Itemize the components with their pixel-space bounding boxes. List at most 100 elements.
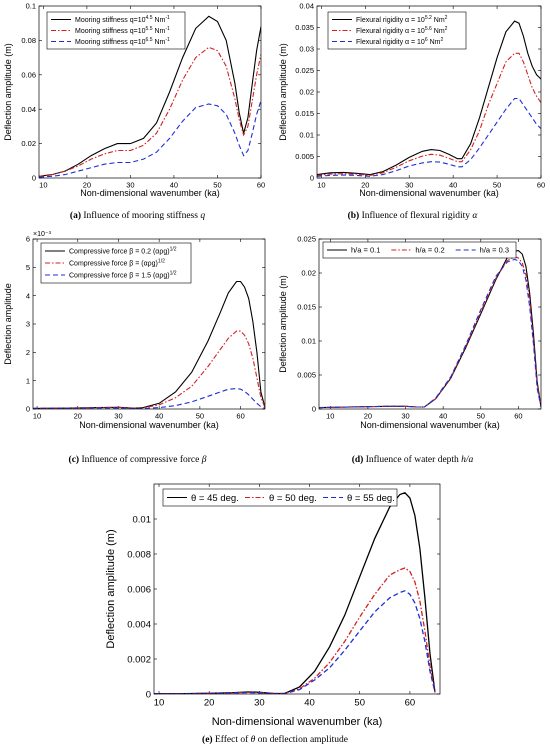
legend-label-1: Compressive force β = 0.2 (αρg)1/2 — [69, 247, 177, 256]
x-tick-label: 10 — [39, 181, 47, 190]
legend-superscript: 2 — [445, 26, 448, 32]
y-axis-label: Deflection amplitude — [3, 283, 13, 365]
chart-svg-c: 10 20 30 40 50 60 0 1 2 3 4 5 6×10⁻³ Non-dimensional … — [3, 231, 266, 430]
x-tick-label: 40 — [449, 181, 457, 190]
y-tick-label: 0 — [312, 405, 316, 414]
legend-text: Nm — [428, 39, 441, 46]
legend-superscript: 6.5 — [146, 37, 153, 43]
y-tick-label: 0 — [146, 689, 151, 700]
x-tick-label: 40 — [439, 412, 447, 421]
series-line-1 — [317, 20, 541, 176]
legend-box — [162, 488, 398, 507]
y-tick-label: 0 — [310, 174, 314, 183]
y-tick-label: 0.015 — [297, 303, 316, 312]
x-tick-label: 10 — [33, 412, 41, 421]
series-line-2 — [317, 52, 541, 176]
legend-superscript: 4.5 — [146, 15, 153, 21]
plot-frame — [316, 5, 542, 179]
chart-svg-d: 10 20 30 40 50 60 0 0.005 0.01 0.015 0.02 0.025 Non-… — [278, 235, 542, 430]
y-tick-label: 0.02 — [299, 88, 314, 97]
series-line-2 — [33, 330, 265, 409]
legend-box — [322, 241, 517, 259]
legend-text: Nm — [432, 17, 445, 24]
y-tick-label: 0.002 — [127, 654, 151, 665]
series-line-2 — [154, 567, 436, 694]
series-line-2 — [39, 46, 261, 177]
caption-d-text: Influence of water depth — [365, 455, 459, 465]
y-tick-label: 0 — [32, 174, 36, 183]
y-tick-label: 4 — [26, 291, 30, 300]
caption-b-symbol: α — [472, 211, 478, 221]
x-tick-label: 30 — [254, 698, 265, 709]
legend-superscript: -1 — [165, 26, 170, 32]
y-tick-label: 0.02 — [21, 139, 36, 148]
legend-text: Mooring stiffness q=10 — [75, 28, 146, 35]
y-tick-label: 0.004 — [127, 619, 151, 630]
x-tick-label: 20 — [364, 412, 372, 421]
chart-panel-c: 10 20 30 40 50 60 0 1 2 3 4 5 6 ×10⁻³ Non-dimensional … — [0, 228, 275, 473]
caption-a-symbol: q — [200, 211, 206, 221]
caption-c-symbol: β — [201, 455, 207, 465]
legend-box — [40, 242, 192, 284]
caption-b: (b) Influence of flexural rigidity α — [275, 211, 550, 221]
legend-superscript: 1/2 — [170, 271, 177, 277]
caption-c-label: (c) — [68, 455, 80, 465]
legend-text: Nm — [432, 28, 445, 35]
y-tick-label: 0.01 — [301, 337, 316, 346]
legend-text: θ = 55 deg. — [347, 493, 395, 504]
y-tick-label: 0.03 — [299, 45, 314, 54]
legend-label-3: Mooring stiffness q=106.5 Nm-1 — [75, 37, 170, 46]
chart-panel-a: 10 20 30 40 50 60 0 0.02 0.04 0.06 0.08 0.1 Non-dime… — [0, 0, 275, 228]
legend-label-3: θ = 55 deg. — [347, 493, 395, 504]
caption-e: (e) Effect of θ on deflection amplitude — [0, 735, 550, 745]
y-tick-label: 3 — [26, 320, 30, 329]
legend-text: θ = 45 deg. — [191, 493, 239, 504]
x-tick-label: 40 — [170, 181, 178, 190]
series-line-1 — [33, 280, 265, 409]
x-tick-label: 30 — [114, 412, 122, 421]
x-tick-label: 60 — [537, 181, 545, 190]
legend-label-3: h/a = 0.3 — [480, 246, 509, 255]
legend-text: h/a = 0.2 — [415, 246, 444, 255]
x-tick-label: 20 — [204, 698, 215, 709]
legend-text: Flexural rigidity α = 10 — [356, 39, 425, 46]
y-tick-label: 0.006 — [127, 584, 151, 595]
legend-superscript: 5.6 — [425, 26, 432, 32]
x-tick-label: 10 — [154, 698, 165, 709]
series-line-1 — [319, 250, 541, 409]
legend-label-1: θ = 45 deg. — [191, 493, 239, 504]
x-tick-label: 40 — [304, 698, 315, 709]
y-tick-label: 0.1 — [26, 2, 36, 11]
legend-text: Flexural rigidity α = 10 — [356, 17, 425, 24]
x-tick-label: 40 — [155, 412, 163, 421]
y-tick-label: 0 — [26, 405, 30, 414]
chart-panel-e: 10 20 30 40 50 60 0 0.002 0.004 0.006 0.008 0.01 Non… — [100, 473, 450, 751]
legend-label-2: θ = 50 deg. — [269, 493, 317, 504]
caption-b-label: (b) — [347, 211, 360, 221]
legend-superscript: 5.5 — [146, 26, 153, 32]
legend-text: Nm — [153, 39, 166, 46]
x-tick-label: 60 — [236, 412, 244, 421]
x-tick-label: 30 — [401, 412, 409, 421]
legend-text: Compressive force β = (αρg) — [69, 260, 158, 267]
x-tick-label: 10 — [317, 181, 325, 190]
series-line-2 — [319, 256, 541, 409]
y-tick-label: 0.025 — [297, 235, 316, 244]
y-tick-label: 0.06 — [21, 70, 36, 79]
caption-a-text: Influence of mooring stiffness — [83, 211, 198, 221]
y-exponent-label: ×10⁻³ — [33, 231, 52, 238]
y-tick-label: 0.01 — [133, 514, 152, 525]
caption-e-symbol: θ — [250, 735, 256, 745]
legend-superscript: -1 — [165, 15, 170, 21]
series-line-3 — [319, 258, 541, 409]
x-axis-label: Non-dimensional wavenumber (ka) — [212, 716, 383, 728]
legend-text: θ = 50 deg. — [269, 493, 317, 504]
legend-label-3: Flexural rigidity α = 106 Nm2 — [356, 37, 443, 46]
x-tick-label: 60 — [514, 412, 522, 421]
legend-text: Compressive force β = 0.2 (αρg) — [69, 248, 170, 255]
legend-superscript: 1/2 — [170, 247, 177, 253]
y-tick-label: 0.025 — [295, 66, 314, 75]
y-axis-label: Deflection amplitude (m) — [278, 275, 288, 373]
plot-frame — [318, 238, 542, 410]
caption-e-text: Effect of — [214, 735, 249, 745]
